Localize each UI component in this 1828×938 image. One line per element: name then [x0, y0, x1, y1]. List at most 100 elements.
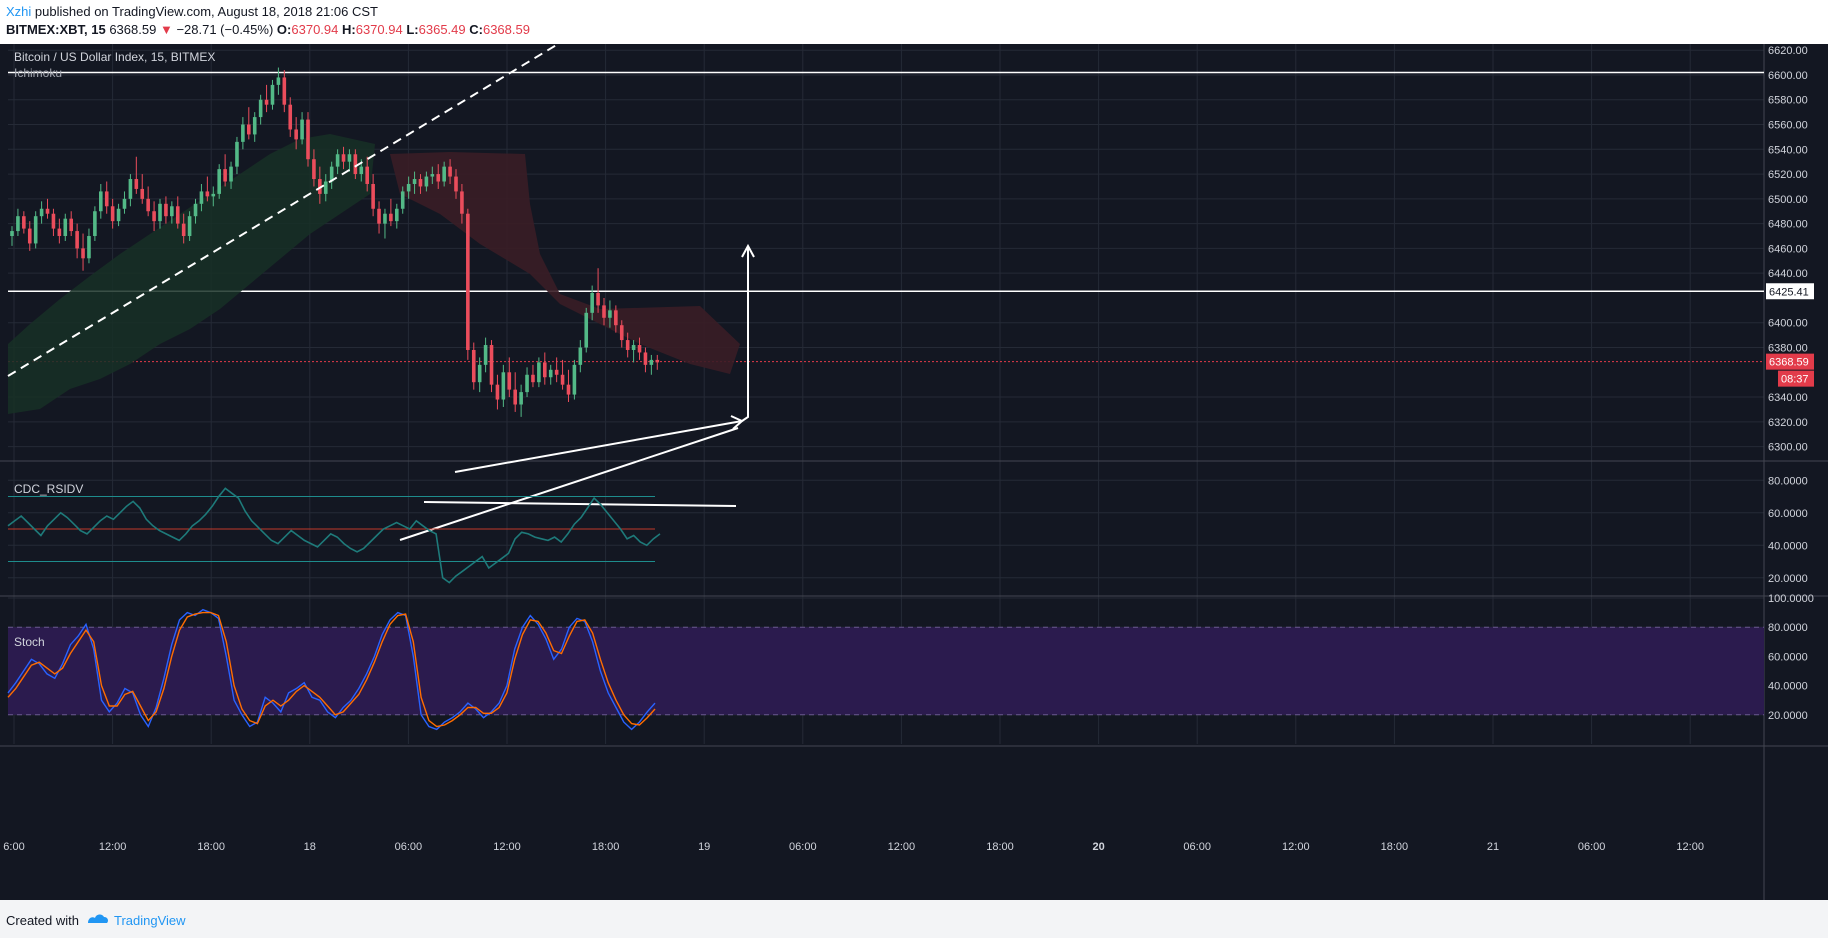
candle-body: [548, 369, 553, 378]
price-tick-label: 6620.00: [1768, 45, 1808, 57]
stoch-tick-label: 20.0000: [1768, 710, 1808, 722]
candle-body: [448, 166, 452, 177]
candle: [282, 70, 287, 113]
candle-body: [643, 352, 648, 365]
candle: [371, 174, 375, 217]
chart-title: Bitcoin / US Dollar Index, 15, BITMEX: [14, 50, 215, 64]
low-label: L:: [406, 22, 419, 37]
candle: [477, 357, 482, 393]
publish-line: Xzhi published on TradingView.com, Augus…: [6, 4, 378, 19]
candle: [270, 79, 275, 110]
close-value: 6368.59: [482, 22, 530, 37]
candle-body: [531, 374, 535, 383]
candle-body: [454, 176, 458, 192]
candle: [436, 164, 441, 189]
candle: [543, 352, 547, 385]
candle: [637, 337, 642, 360]
candle-body: [300, 119, 304, 140]
candle-body: [152, 211, 156, 222]
candle: [175, 196, 180, 229]
candle: [193, 198, 198, 224]
candle: [430, 166, 435, 184]
stoch-tick-label: 100.0000: [1768, 593, 1814, 605]
candle-body: [430, 174, 435, 177]
rsi-indicator: [7, 487, 661, 584]
target-arrow: [741, 246, 749, 422]
candle-body: [193, 203, 198, 217]
time-tick-label: 12:00: [493, 841, 521, 853]
candle-body: [39, 208, 44, 217]
candle-body: [258, 99, 263, 118]
candle: [51, 208, 56, 237]
candle-body: [477, 364, 482, 383]
candle: [16, 208, 20, 237]
pane-labels: Bitcoin / US Dollar Index, 15, BITMEX Ic…: [14, 50, 215, 649]
candle: [643, 347, 648, 373]
candle: [276, 67, 281, 95]
low-value: 6365.49: [418, 22, 466, 37]
trend-drawings: [7, 44, 755, 541]
time-tick-label: 19: [698, 841, 710, 853]
candle-body: [306, 119, 310, 160]
candle: [181, 213, 186, 244]
candle-body: [99, 191, 103, 212]
candle: [578, 340, 583, 373]
candle-body: [578, 347, 583, 365]
candle: [81, 233, 85, 271]
candle-body: [205, 191, 210, 197]
candle-body: [57, 228, 62, 237]
candle-body: [288, 104, 293, 130]
price-tick-label: 6300.00: [1768, 442, 1808, 454]
candle: [99, 183, 103, 219]
candle: [69, 211, 73, 237]
candle-body: [318, 179, 322, 194]
candle-body: [128, 179, 133, 199]
candle-body: [45, 208, 50, 214]
ichimoku-label: Ichimoku: [14, 66, 62, 80]
candle: [87, 228, 91, 264]
candle-body: [614, 310, 618, 326]
price-candles: [10, 67, 660, 417]
rsi-pane-title: CDC_RSIDV: [14, 482, 83, 496]
candle-body: [400, 191, 405, 209]
price-tick-label: 6320.00: [1768, 417, 1808, 429]
candle: [483, 337, 488, 373]
candle-body: [495, 384, 500, 400]
candle-body: [110, 206, 115, 222]
rsi-tick-label: 80.0000: [1768, 475, 1808, 487]
tradingview-logo-icon[interactable]: [86, 911, 110, 925]
candle-body: [241, 124, 245, 142]
candle-body: [199, 191, 204, 204]
chart-canvas[interactable]: 6620.00 6600.00 6580.00 6560.00 6540.00 6520.…: [0, 44, 1828, 900]
stoch-band: [8, 627, 1764, 715]
tradingview-link[interactable]: TradingView: [114, 913, 186, 928]
rsi-line: [7, 487, 661, 584]
author-link[interactable]: Xzhi: [6, 4, 32, 19]
open-value: 6370.94: [291, 22, 339, 37]
candle-body: [501, 372, 506, 400]
candle-body: [619, 325, 624, 341]
candle: [57, 218, 62, 244]
candle-body: [140, 188, 145, 199]
time-tick-label: 18:00: [1381, 841, 1409, 853]
candle-body: [460, 191, 464, 214]
candle-body: [418, 179, 423, 187]
candle: [217, 164, 221, 199]
candle-body: [164, 203, 168, 217]
down-arrow-icon: ▼: [159, 22, 173, 37]
candle: [602, 297, 606, 326]
candle: [584, 307, 589, 353]
candle: [22, 211, 26, 234]
target-arrow-head-icon: [741, 243, 755, 258]
stoch-tick-label: 80.0000: [1768, 622, 1808, 634]
candle: [418, 174, 423, 194]
time-axis: 6:00 12:00 18:00 18 06:00 12:00 18:00 19 06:00 12…: [3, 841, 1704, 853]
candle: [288, 97, 293, 137]
ohlc-line: BITMEX:XBT, 15 6368.59 ▼ −28.71 (−0.45%)…: [6, 22, 530, 37]
candle-body: [27, 228, 32, 244]
candle: [424, 171, 429, 192]
time-tick-label: 12:00: [1282, 841, 1310, 853]
candle-body: [270, 84, 275, 105]
candle: [608, 300, 612, 328]
candle: [501, 364, 506, 407]
